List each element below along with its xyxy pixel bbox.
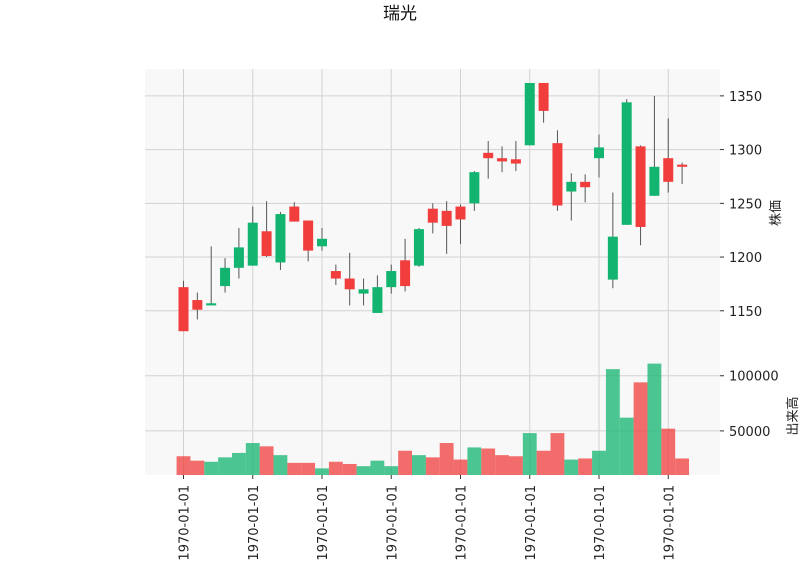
price-tick-label: 1300	[729, 144, 762, 159]
candle-body	[594, 147, 604, 159]
candle-body	[455, 206, 466, 220]
candle-body	[317, 238, 327, 247]
volume-bar	[536, 450, 551, 475]
price-y-ticks: 1150 1200 1250 1300 1350	[720, 90, 762, 320]
candle-body	[303, 220, 314, 251]
volume-tick-label: 100000	[729, 370, 779, 385]
volume-bar	[328, 461, 343, 475]
candle-body	[220, 267, 231, 287]
candle-body	[192, 300, 203, 310]
volume-bar	[661, 428, 676, 475]
candle-body	[400, 260, 411, 287]
volume-bar	[245, 443, 260, 475]
volume-bar	[176, 456, 191, 475]
volume-bar	[301, 462, 316, 475]
price-tick-label: 1150	[729, 305, 762, 320]
volume-bar	[508, 456, 523, 475]
candle-body	[663, 158, 674, 182]
x-ticks: 1970-01-01 1970-01-01 1970-01-01 1970-01-01…	[178, 475, 677, 561]
candle-body	[580, 181, 591, 188]
x-tick-label: 1970-01-01	[316, 485, 331, 561]
candle-body	[566, 181, 577, 192]
candle-body	[621, 102, 632, 225]
candle-body	[289, 206, 300, 222]
volume-bar	[218, 457, 232, 475]
volume-bar	[675, 458, 690, 475]
candle-body	[635, 146, 646, 227]
volume-bar	[481, 448, 496, 475]
volume-bar	[605, 369, 620, 475]
volume-bar	[315, 468, 329, 475]
volume-bar	[495, 455, 509, 475]
volume-bar	[578, 458, 593, 475]
volume-axis-label: 出来高	[785, 396, 800, 435]
candle-body	[483, 152, 494, 159]
volume-bar	[522, 433, 537, 475]
candle-body	[261, 231, 272, 256]
x-tick-label: 1970-01-01	[593, 485, 608, 561]
x-tick-label: 1970-01-01	[455, 485, 470, 561]
candle-body	[372, 287, 383, 313]
candle-body	[607, 236, 618, 280]
volume-bar	[231, 452, 246, 475]
volume-bar	[633, 382, 648, 475]
volume-bar	[564, 459, 579, 475]
candle-body	[497, 158, 508, 162]
candle-body	[344, 278, 355, 290]
candle-body	[178, 287, 189, 332]
volume-bar	[259, 446, 274, 475]
volume-bar	[273, 455, 288, 475]
volume-bar	[398, 450, 413, 475]
volume-bar	[342, 463, 357, 475]
x-tick-label: 1970-01-01	[662, 485, 677, 561]
volume-bar	[204, 461, 219, 475]
volume-bars	[176, 363, 690, 475]
volume-bar	[619, 417, 634, 475]
volume-bar	[356, 466, 371, 475]
volume-bar	[425, 457, 440, 475]
volume-bar	[190, 460, 205, 475]
volume-bar	[412, 455, 426, 475]
volume-bar	[467, 447, 482, 475]
candle-body	[247, 222, 258, 266]
volume-bar	[592, 450, 606, 475]
volume-bar	[647, 363, 662, 475]
candle-body	[233, 247, 244, 268]
candle-body	[677, 164, 688, 167]
price-tick-label: 1250	[729, 197, 762, 212]
volume-bar	[550, 433, 565, 475]
volume-bar	[384, 466, 399, 475]
x-tick-label: 1970-01-01	[178, 485, 193, 561]
candle-body	[275, 214, 286, 263]
candle-body	[330, 271, 341, 279]
candle-body	[649, 166, 660, 196]
volume-bar	[439, 443, 454, 475]
candle-body	[469, 172, 480, 204]
candle-body	[413, 229, 424, 266]
price-axis-label: 株価	[769, 200, 784, 226]
x-tick-label: 1970-01-01	[247, 485, 262, 561]
volume-y-ticks: 50000 100000	[720, 370, 779, 440]
volume-bar	[370, 460, 385, 475]
candle-body	[386, 271, 397, 288]
chart-title: 瑞光	[383, 4, 417, 24]
candle-body	[427, 208, 438, 223]
candle-body	[552, 143, 563, 206]
candle-body	[358, 289, 369, 294]
candle-body	[524, 82, 535, 146]
x-tick-label: 1970-01-01	[385, 485, 400, 561]
volume-bar	[453, 459, 468, 475]
price-tick-label: 1350	[729, 90, 762, 105]
x-tick-label: 1970-01-01	[524, 485, 539, 561]
candle-body	[510, 159, 521, 164]
price-candles	[178, 82, 688, 332]
volume-bar	[287, 462, 302, 475]
candle-body	[441, 210, 452, 226]
volume-tick-label: 50000	[729, 425, 770, 440]
price-tick-label: 1200	[729, 251, 762, 266]
candle-body	[538, 82, 549, 111]
candle-body	[206, 303, 217, 306]
